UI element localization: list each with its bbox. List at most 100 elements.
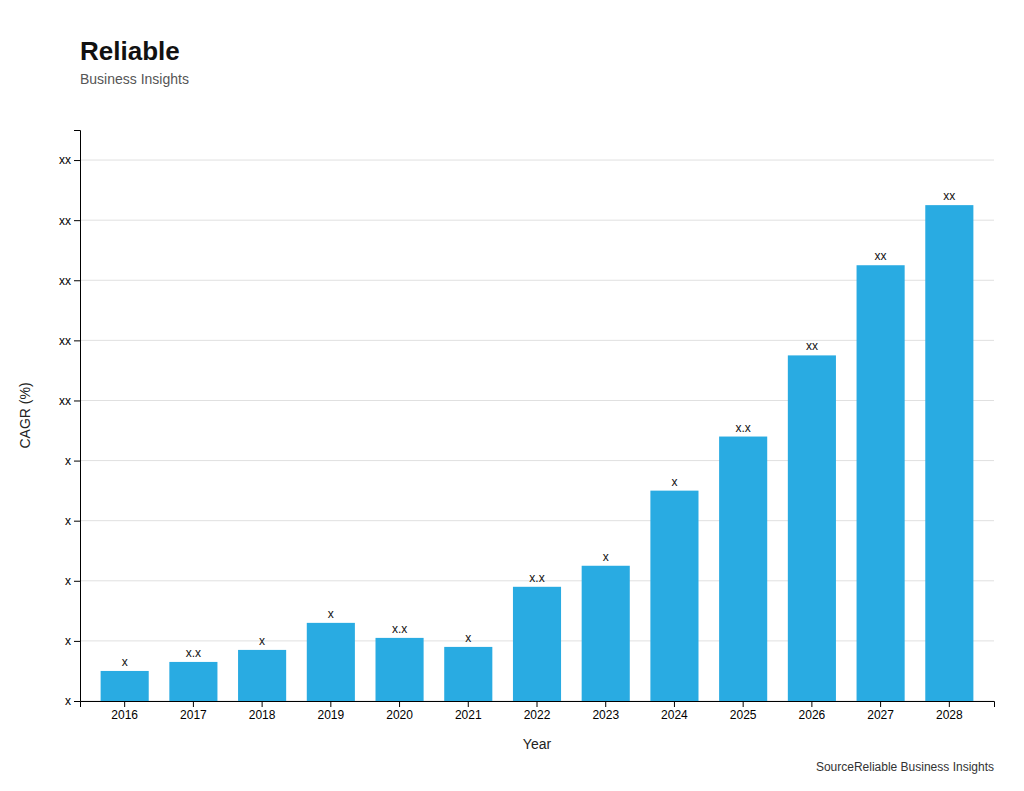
y-tick-mark — [74, 461, 80, 462]
x-tick-label: 2025 — [730, 708, 757, 722]
y-tick-mark — [74, 280, 80, 281]
logo-sub: Business Insights — [80, 71, 189, 87]
x-tick: 2023 — [592, 701, 619, 722]
y-tick: xx — [59, 274, 80, 288]
y-tick: xx — [59, 213, 80, 227]
bars — [101, 205, 974, 701]
bar — [513, 587, 561, 701]
bar — [788, 355, 836, 701]
bar — [307, 623, 355, 701]
y-tick: x — [65, 454, 80, 468]
y-tick-label: x — [65, 574, 71, 588]
x-tick: 2026 — [799, 701, 826, 722]
x-tick-mark — [674, 701, 675, 707]
x-tick-mark — [262, 701, 263, 707]
chart-container: xxxxxxxxxxxxxxx2016201720182019202020212… — [0, 0, 1024, 791]
x-tick-mark — [193, 701, 194, 707]
x-tick-mark — [605, 701, 606, 707]
x-tick-mark — [743, 701, 744, 707]
y-tick-mark — [74, 220, 80, 221]
x-tick-label: 2022 — [524, 708, 551, 722]
x-axis-line — [81, 702, 995, 708]
x-tick: 2028 — [936, 701, 963, 722]
y-axis: xxxxxxxxxxxxxxx — [59, 131, 81, 709]
data-label: x — [465, 631, 471, 645]
y-tick-label: xx — [59, 274, 71, 288]
x-tick: 2025 — [730, 701, 757, 722]
data-label: x — [328, 607, 334, 621]
y-tick-label: x — [65, 514, 71, 528]
y-axis-title: CAGR (%) — [17, 382, 33, 448]
y-tick-label: x — [65, 454, 71, 468]
x-tick: 2022 — [524, 701, 551, 722]
y-tick-label: xx — [59, 334, 71, 348]
x-tick-label: 2027 — [867, 708, 894, 722]
y-tick: xx — [59, 153, 80, 167]
bar — [857, 265, 905, 701]
data-label: x — [603, 550, 609, 564]
y-tick-label: xx — [59, 394, 71, 408]
bar — [582, 566, 630, 701]
grid — [80, 160, 994, 701]
bar — [169, 662, 217, 701]
y-tick-mark — [74, 400, 80, 401]
y-tick-mark — [74, 701, 80, 702]
y-tick-label: x — [65, 634, 71, 648]
bar — [444, 647, 492, 701]
y-tick-mark — [74, 160, 80, 161]
y-tick-mark — [74, 340, 80, 341]
y-tick-mark — [74, 641, 80, 642]
y-tick: x — [65, 574, 80, 588]
x-tick-label: 2017 — [180, 708, 207, 722]
y-tick-label: xx — [59, 213, 71, 227]
y-tick: xx — [59, 334, 80, 348]
data-label: x.x — [186, 646, 201, 660]
x-tick-mark — [399, 701, 400, 707]
y-axis-line — [74, 131, 81, 702]
data-label: x — [122, 655, 128, 669]
bar — [238, 650, 286, 701]
y-tick-label: x — [65, 694, 71, 708]
data-label: x.x — [735, 421, 750, 435]
data-label: x.x — [529, 571, 544, 585]
x-tick-label: 2024 — [661, 708, 688, 722]
grid-line — [80, 220, 994, 221]
source-note: SourceReliable Business Insights — [816, 760, 994, 774]
data-label: x — [259, 634, 265, 648]
bar — [650, 491, 698, 701]
x-tick-label: 2021 — [455, 708, 482, 722]
x-tick: 2016 — [111, 701, 138, 722]
x-axis: 2016 2017 2018 2019 2020 2021 2022 2023 2024 2025… — [81, 701, 995, 722]
plot: xxxxxxxxxxxxxxx2016201720182019202020212… — [17, 131, 995, 753]
y-tick-mark — [74, 521, 80, 522]
y-tick: x — [65, 514, 80, 528]
x-tick-label: 2023 — [592, 708, 619, 722]
x-tick-mark — [811, 701, 812, 707]
chart-svg: xxxxxxxxxxxxxxx2016201720182019202020212… — [0, 0, 1024, 791]
x-tick-mark — [330, 701, 331, 707]
bar — [925, 205, 973, 701]
data-label: xx — [806, 339, 818, 353]
x-tick-label: 2026 — [799, 708, 826, 722]
x-tick-label: 2018 — [249, 708, 276, 722]
x-tick: 2020 — [386, 701, 413, 722]
x-tick: 2018 — [249, 701, 276, 722]
x-tick: 2021 — [455, 701, 482, 722]
x-tick-mark — [537, 701, 538, 707]
x-tick: 2019 — [317, 701, 344, 722]
x-tick-label: 2028 — [936, 708, 963, 722]
x-tick-label: 2016 — [111, 708, 138, 722]
x-tick-mark — [949, 701, 950, 707]
x-tick-mark — [880, 701, 881, 707]
data-labels: xx.xxxx.xxx.xxxx.xxxxxxx — [122, 189, 956, 669]
data-label: x.x — [392, 622, 407, 636]
data-label: xx — [875, 249, 887, 263]
data-label: xx — [943, 189, 955, 203]
x-tick-mark — [124, 701, 125, 707]
y-tick: xx — [59, 394, 80, 408]
data-label: x — [671, 475, 677, 489]
y-tick-mark — [74, 581, 80, 582]
x-tick: 2017 — [180, 701, 207, 722]
x-axis-title: Year — [523, 736, 552, 752]
x-tick: 2027 — [867, 701, 894, 722]
